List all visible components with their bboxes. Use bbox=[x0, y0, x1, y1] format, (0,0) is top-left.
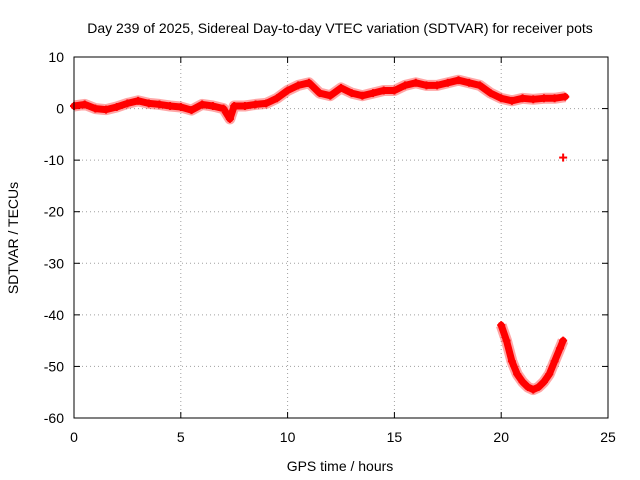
data-point bbox=[454, 76, 463, 85]
y-tick-label: -30 bbox=[44, 255, 64, 271]
data-point bbox=[369, 89, 378, 98]
data-point bbox=[559, 336, 568, 345]
data-point bbox=[225, 114, 234, 123]
data-point bbox=[337, 83, 345, 92]
y-axis-label: SDTVAR / TECUs bbox=[5, 182, 21, 294]
data-point bbox=[134, 96, 143, 105]
data-point bbox=[379, 86, 388, 95]
data-point bbox=[545, 370, 554, 379]
data-point bbox=[208, 101, 217, 110]
data-point bbox=[465, 78, 474, 87]
series-line-spread bbox=[73, 74, 567, 125]
data-point bbox=[561, 92, 570, 101]
plot-frame bbox=[73, 56, 609, 419]
data-point bbox=[123, 99, 132, 108]
data-point bbox=[326, 91, 335, 100]
data-point bbox=[187, 106, 196, 115]
data-point bbox=[176, 103, 185, 112]
data-point bbox=[539, 377, 548, 386]
data-point bbox=[358, 91, 367, 100]
chart-title: Day 239 of 2025, Sidereal Day-to-day VTE… bbox=[87, 20, 593, 36]
data-series bbox=[70, 74, 570, 396]
x-tick-label: 15 bbox=[387, 429, 403, 445]
y-tick-label: -40 bbox=[44, 307, 64, 323]
data-point bbox=[155, 100, 164, 109]
data-point bbox=[475, 81, 484, 90]
data-point bbox=[523, 383, 532, 392]
x-axis-label: GPS time / hours bbox=[287, 458, 394, 474]
data-point bbox=[518, 377, 527, 386]
y-tick-label: 0 bbox=[56, 101, 64, 117]
data-point bbox=[486, 89, 495, 98]
data-point bbox=[497, 94, 506, 103]
y-tick-label: -20 bbox=[44, 204, 64, 220]
data-point bbox=[555, 344, 564, 353]
data-point bbox=[507, 357, 516, 366]
data-point bbox=[198, 100, 207, 109]
data-point bbox=[283, 86, 292, 95]
data-point bbox=[219, 104, 228, 113]
data-point bbox=[559, 153, 568, 162]
data-point bbox=[102, 105, 111, 114]
data-point bbox=[539, 94, 548, 103]
data-point bbox=[529, 385, 538, 394]
data-point bbox=[112, 103, 121, 112]
data-point bbox=[144, 99, 153, 108]
data-point bbox=[315, 89, 324, 98]
data-point bbox=[262, 99, 271, 108]
data-point bbox=[294, 81, 303, 90]
data-point bbox=[166, 101, 175, 110]
x-tick-label: 5 bbox=[177, 429, 185, 445]
data-point bbox=[513, 370, 522, 379]
data-point bbox=[80, 100, 89, 109]
data-point bbox=[443, 78, 452, 87]
data-point bbox=[422, 81, 431, 90]
axis-ticks: 0 5 10 15 20 25 10 0 -10 -20 -30 -40 -50 -60 bbox=[44, 49, 616, 445]
x-tick-label: 20 bbox=[493, 429, 509, 445]
x-tick-label: 10 bbox=[280, 429, 296, 445]
data-point bbox=[230, 101, 239, 110]
data-point bbox=[534, 383, 543, 392]
data-point bbox=[550, 94, 559, 103]
y-tick-label: -50 bbox=[44, 358, 64, 374]
data-point bbox=[502, 336, 511, 345]
data-point bbox=[304, 78, 313, 87]
data-point bbox=[91, 104, 100, 113]
data-point bbox=[433, 81, 442, 90]
x-tick-label: 0 bbox=[70, 429, 78, 445]
data-point bbox=[507, 96, 516, 105]
data-point bbox=[390, 86, 399, 95]
data-point bbox=[411, 78, 420, 87]
data-point bbox=[347, 89, 356, 98]
data-point bbox=[251, 100, 260, 109]
grid-lines bbox=[74, 57, 608, 418]
y-tick-label: -10 bbox=[44, 152, 64, 168]
data-point bbox=[240, 101, 249, 110]
data-point bbox=[550, 357, 559, 366]
data-point bbox=[518, 94, 527, 103]
y-tick-label: 10 bbox=[48, 49, 64, 65]
x-tick-label: 25 bbox=[600, 429, 616, 445]
y-tick-label: -60 bbox=[44, 410, 64, 426]
data-point bbox=[497, 321, 506, 330]
data-point bbox=[529, 95, 538, 104]
data-point bbox=[272, 94, 281, 103]
data-point bbox=[401, 81, 410, 90]
